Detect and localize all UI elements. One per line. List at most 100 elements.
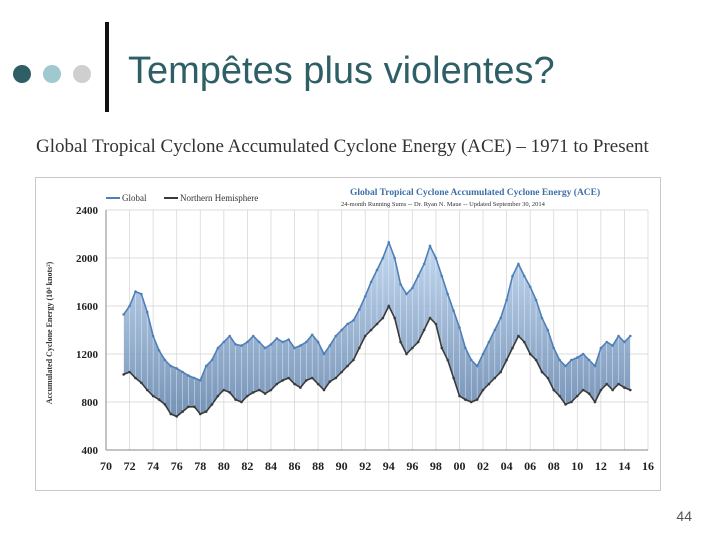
point-global <box>263 346 267 350</box>
series-band <box>123 242 631 417</box>
point-global <box>446 292 449 296</box>
x-tick-label: 98 <box>430 459 442 473</box>
point-global <box>169 364 173 368</box>
bullet-dot-2 <box>43 65 61 83</box>
x-tick-label: 96 <box>406 459 418 473</box>
point-global <box>340 328 343 332</box>
point-northern-hemisphere <box>493 376 497 380</box>
x-tick-label: 78 <box>194 459 206 473</box>
point-northern-hemisphere <box>505 358 508 362</box>
point-global <box>246 340 249 344</box>
point-global <box>128 304 131 308</box>
point-northern-hemisphere <box>128 370 131 374</box>
point-northern-hemisphere <box>234 398 237 401</box>
point-global <box>228 334 232 338</box>
point-northern-hemisphere <box>193 405 196 409</box>
point-northern-hemisphere <box>534 358 538 362</box>
point-northern-hemisphere <box>517 334 520 338</box>
point-global <box>434 256 438 260</box>
point-northern-hemisphere <box>570 400 573 404</box>
chart-frame: 400 800 1200 1600 2000 2400 70 72 74 76 78 80 82 84 86… <box>35 177 661 491</box>
x-tick-label: 70 <box>100 459 112 473</box>
point-global <box>452 309 455 313</box>
point-northern-hemisphere <box>216 394 220 398</box>
point-global <box>593 364 597 368</box>
point-global <box>198 379 202 382</box>
point-global <box>540 316 544 320</box>
point-global <box>564 364 567 368</box>
point-global <box>576 356 579 359</box>
point-global <box>193 376 196 380</box>
point-northern-hemisphere <box>446 358 449 362</box>
point-northern-hemisphere <box>546 376 550 380</box>
y-tick-label: 2000 <box>76 253 99 265</box>
point-global <box>216 346 220 350</box>
x-tick-label: 10 <box>571 459 583 473</box>
point-northern-hemisphere <box>611 388 614 392</box>
point-northern-hemisphere <box>369 328 373 332</box>
point-global <box>151 334 155 338</box>
point-global <box>145 310 149 314</box>
point-global <box>257 340 261 344</box>
point-global <box>393 256 396 260</box>
x-tick-label: 92 <box>359 459 371 473</box>
point-global <box>493 328 497 332</box>
x-tick-label: 90 <box>336 459 348 473</box>
y-tick-label: 2400 <box>76 205 99 217</box>
point-global <box>381 256 385 260</box>
y-tick-label: 400 <box>82 445 99 457</box>
point-global <box>305 340 308 344</box>
point-global <box>546 328 550 332</box>
point-northern-hemisphere <box>305 379 308 382</box>
point-northern-hemisphere <box>587 392 591 395</box>
point-northern-hemisphere <box>140 381 143 385</box>
point-northern-hemisphere <box>316 382 320 386</box>
y-tick-label: 1200 <box>76 349 99 361</box>
x-tick-label: 16 <box>642 459 654 473</box>
point-global <box>458 326 461 329</box>
point-global <box>464 346 467 350</box>
x-tick-label: 02 <box>477 459 489 473</box>
x-tick-label: 06 <box>524 459 536 473</box>
point-global <box>369 280 373 284</box>
x-tick-label: 12 <box>595 459 607 473</box>
point-global <box>240 344 243 347</box>
point-global <box>275 337 279 340</box>
point-northern-hemisphere <box>522 340 526 344</box>
point-northern-hemisphere <box>576 394 579 398</box>
point-northern-hemisphere <box>352 358 355 362</box>
point-global <box>623 340 626 344</box>
point-global <box>281 340 285 344</box>
point-global <box>204 364 208 368</box>
title-divider <box>105 22 109 112</box>
point-northern-hemisphere <box>251 391 255 394</box>
point-northern-hemisphere <box>469 400 473 404</box>
point-northern-hemisphere <box>399 340 402 344</box>
point-northern-hemisphere <box>552 388 556 392</box>
point-global <box>334 334 338 338</box>
point-global <box>517 262 520 266</box>
point-global <box>552 346 556 350</box>
point-northern-hemisphere <box>310 376 314 380</box>
point-global <box>210 358 214 362</box>
point-northern-hemisphere <box>157 398 161 401</box>
point-global <box>222 340 226 344</box>
point-global <box>122 313 125 316</box>
x-tick-label: 80 <box>218 459 230 473</box>
point-global <box>140 292 143 296</box>
point-global <box>175 367 178 370</box>
point-global <box>534 298 538 302</box>
point-global <box>157 349 161 352</box>
point-northern-hemisphere <box>416 340 420 344</box>
point-northern-hemisphere <box>198 412 202 416</box>
point-global <box>422 262 426 266</box>
x-tick-label: 72 <box>124 459 136 473</box>
point-northern-hemisphere <box>281 379 285 382</box>
point-northern-hemisphere <box>269 388 273 392</box>
point-global <box>181 370 184 374</box>
point-global <box>346 322 349 326</box>
point-global <box>416 274 420 278</box>
point-global <box>511 274 514 278</box>
point-northern-hemisphere <box>322 388 326 392</box>
point-global <box>387 241 391 244</box>
